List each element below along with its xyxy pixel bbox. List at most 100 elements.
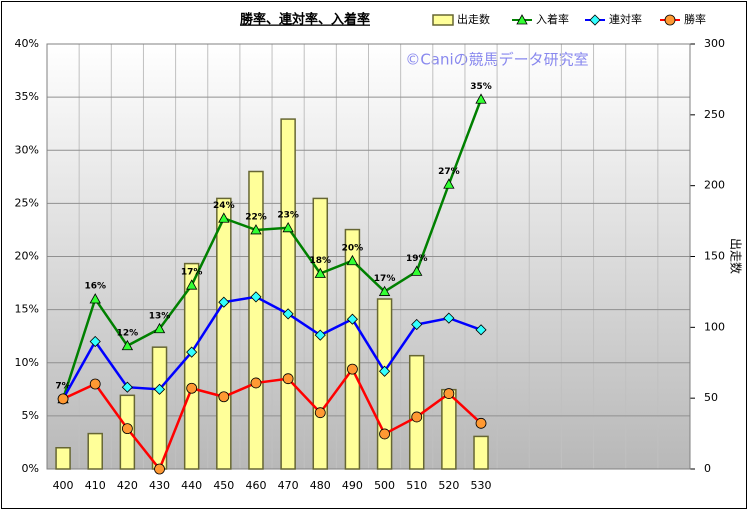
line	[61, 295, 482, 400]
marker	[186, 346, 198, 358]
marker	[314, 267, 326, 278]
data-label: 13%	[149, 311, 171, 321]
data-label: 17%	[181, 268, 203, 278]
bar	[473, 435, 489, 470]
y-tick-label: 40%	[15, 37, 39, 50]
x-tick-label: 410	[85, 479, 106, 492]
y-tick-label: 5%	[22, 409, 39, 422]
bar	[87, 432, 103, 470]
y-tick-label: 0%	[22, 462, 39, 475]
marker	[57, 393, 69, 405]
marker	[379, 365, 391, 377]
marker	[186, 382, 198, 394]
bar	[344, 228, 361, 470]
marker	[121, 381, 133, 393]
bar	[441, 388, 457, 470]
x-tick-label: 510	[406, 479, 427, 492]
marker	[89, 378, 101, 390]
x-tick-label: 400	[53, 479, 74, 492]
x-tick-label: 470	[278, 479, 299, 492]
marker	[282, 373, 294, 385]
marker	[250, 291, 262, 303]
y2-tick-label: 100	[704, 320, 725, 333]
marker	[443, 178, 455, 189]
line	[62, 366, 482, 472]
legend-label: 出走数	[457, 12, 490, 26]
y-tick-label: 20%	[15, 250, 39, 263]
x-tick-label: 430	[149, 479, 170, 492]
marker	[475, 93, 487, 104]
data-label: 20%	[342, 243, 364, 253]
legend-label: 連対率	[609, 12, 642, 26]
x-tick-label: 520	[438, 479, 459, 492]
marker	[282, 221, 294, 233]
y2-tick-label: 300	[704, 37, 725, 50]
data-label: 16%	[84, 282, 106, 292]
data-label: 24%	[213, 201, 235, 211]
y2-axis-label: 出走数	[729, 238, 744, 274]
marker	[250, 377, 262, 389]
plot-border	[46, 43, 691, 470]
marker	[314, 329, 326, 341]
marker	[153, 322, 166, 334]
marker	[475, 324, 487, 336]
marker	[346, 313, 358, 325]
marker	[346, 254, 359, 266]
marker	[411, 318, 423, 331]
y2-tick-label: 50	[704, 391, 718, 404]
x-tick-label: 530	[471, 479, 492, 492]
x-tick-label: 460	[245, 479, 266, 492]
line	[61, 98, 483, 400]
legend-label: 勝率	[684, 12, 706, 26]
marker	[282, 308, 294, 320]
x-tick-label: 450	[213, 479, 234, 492]
legend-marker	[589, 14, 601, 26]
marker	[443, 388, 455, 399]
marker	[218, 296, 230, 308]
data-label: 35%	[470, 82, 492, 92]
y-tick-label: 30%	[15, 143, 39, 156]
marker	[89, 293, 101, 304]
marker	[475, 417, 487, 429]
data-label: 18%	[310, 256, 332, 266]
marker	[378, 285, 391, 296]
marker	[185, 279, 198, 290]
y2-tick-label: 250	[704, 108, 725, 121]
chart-title: 勝率、連対率、入着率	[240, 12, 370, 28]
marker	[250, 224, 262, 235]
y2-tick-label: 150	[704, 250, 725, 263]
data-label: 7%	[55, 381, 70, 391]
x-tick-label: 480	[310, 479, 331, 492]
y-tick-label: 15%	[15, 303, 39, 316]
marker	[379, 428, 390, 440]
marker	[89, 335, 101, 348]
bar	[376, 298, 393, 470]
y2-tick-label: 0	[704, 462, 711, 475]
bar	[248, 170, 264, 470]
data-label: 27%	[438, 167, 460, 177]
bar	[183, 262, 200, 470]
legend-label: 入着率	[536, 12, 569, 26]
x-tick-label: 490	[342, 479, 363, 492]
marker	[347, 363, 358, 375]
bar	[280, 118, 296, 470]
marker	[218, 212, 230, 223]
y-tick-label: 10%	[15, 356, 39, 369]
bar	[216, 197, 232, 470]
data-label: 19%	[406, 254, 428, 264]
y2-tick-label: 200	[704, 179, 725, 192]
marker	[314, 407, 326, 419]
legend-swatch	[432, 14, 454, 26]
data-label: 17%	[374, 274, 396, 284]
marker	[121, 423, 133, 435]
data-label: 23%	[277, 210, 299, 220]
x-tick-label: 420	[117, 479, 138, 492]
marker	[218, 391, 230, 403]
data-label: 22%	[245, 212, 267, 222]
y-tick-label: 35%	[15, 90, 39, 103]
legend-marker	[664, 14, 676, 26]
y-tick-label: 25%	[15, 196, 39, 209]
x-tick-label: 500	[374, 479, 395, 492]
marker	[154, 463, 165, 475]
